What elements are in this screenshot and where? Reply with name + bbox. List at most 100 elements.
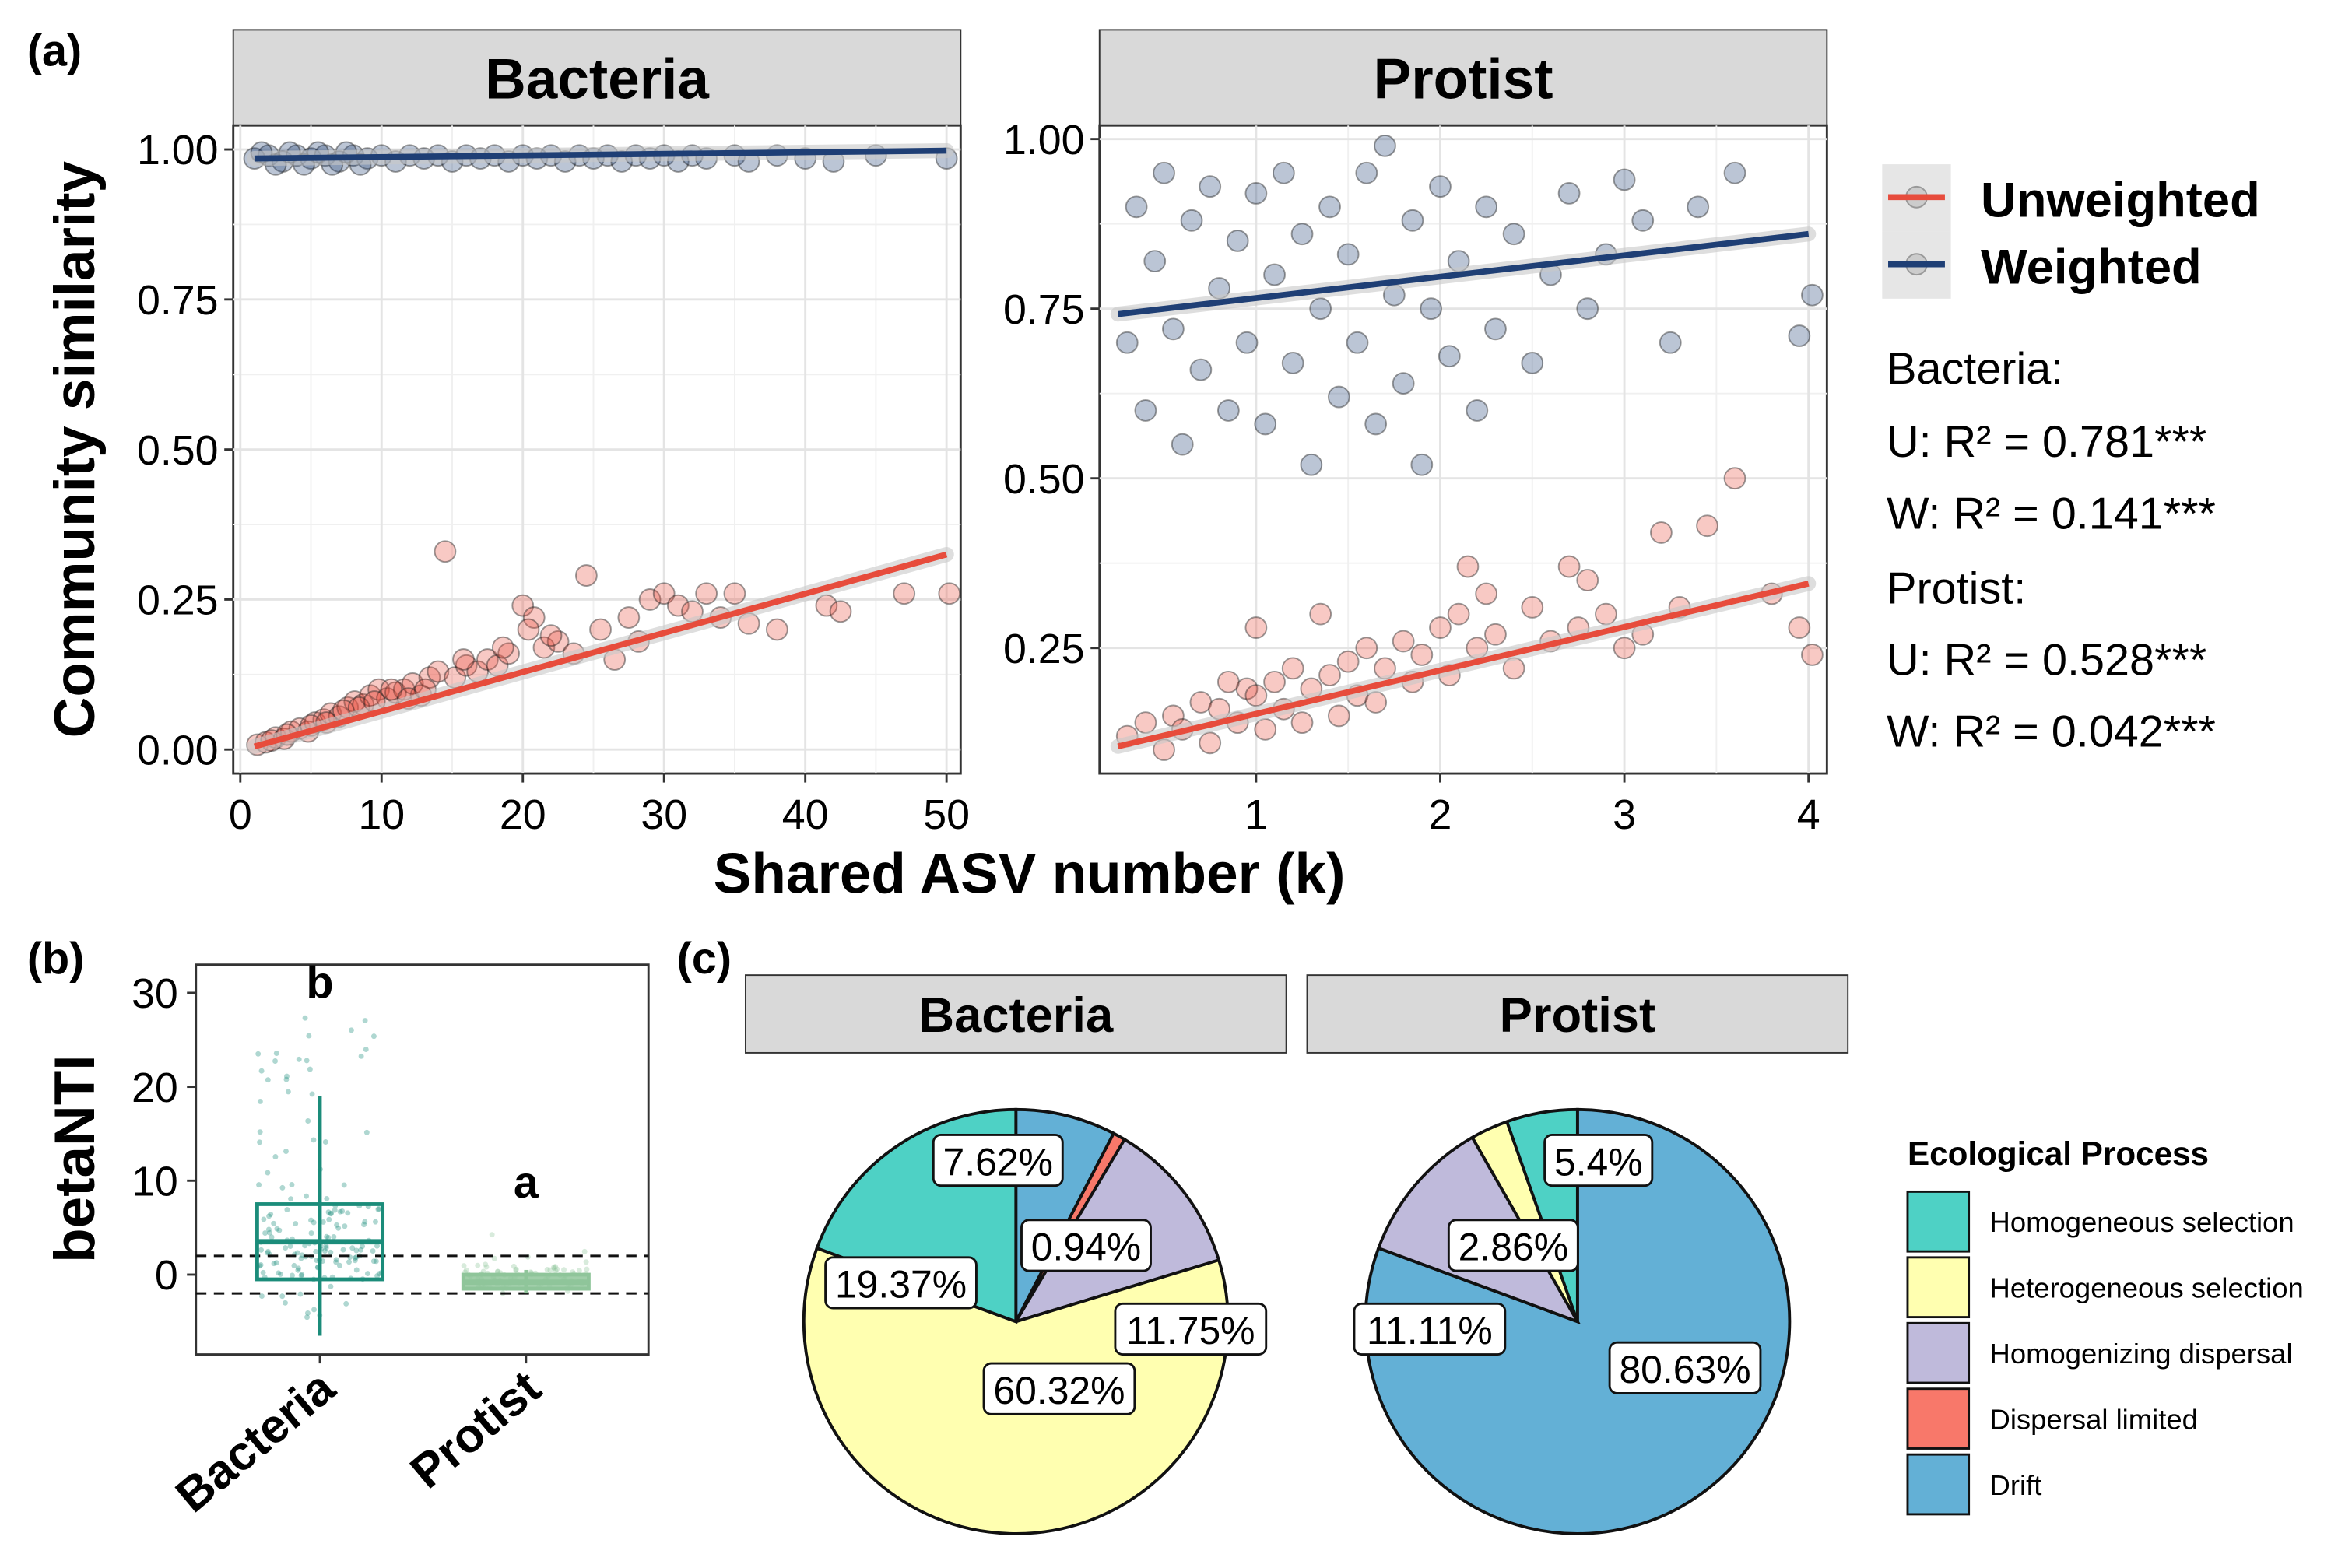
jitter-point [299,1272,305,1278]
jitter-point [332,1207,338,1213]
data-point-unweighted [1456,555,1480,578]
data-point-unweighted [1244,684,1268,707]
stats-line: Bacteria: [1887,344,2063,394]
y-axis-title-a: Community similarity [44,160,107,738]
jitter-point [272,1058,278,1064]
jitter-point [311,1307,317,1313]
jitter-point [374,1273,381,1279]
data-point-unweighted [1281,657,1304,680]
jitter-point [284,1073,290,1079]
jitter-point [345,1210,351,1216]
x-ticks: 0 10 20 30 40 50 [229,773,970,838]
jitter-point [314,1258,320,1263]
x-tick-label: 1 [1244,791,1268,838]
y-tick-label: 0.25 [137,577,219,624]
jitter-point [583,1259,589,1265]
jitter-point [370,1248,376,1254]
x-tick-label: 0 [229,791,252,838]
jitter-point [461,1263,467,1269]
jitter-point [297,1291,304,1297]
jitter-point [331,1233,337,1240]
jitter-point [328,1211,334,1217]
fit-line-unweighted [253,551,948,750]
jitter-point [296,1056,302,1062]
data-point-unweighted [522,606,546,629]
jitter-point [337,1208,343,1215]
jitter-point [342,1223,348,1229]
jitter-point [326,1216,332,1222]
data-point-weighted [1355,161,1378,184]
legend-label: Heterogeneous selection [1990,1272,2304,1304]
pie-slice [1364,1107,1792,1535]
legend-swatch [1906,1190,1971,1253]
data-point-weighted [1484,317,1507,341]
data-point-unweighted [638,588,662,611]
plot-bg [1098,124,1828,775]
jitter-point [306,1033,312,1039]
data-point-unweighted [455,654,478,677]
y-tick-label: 0.25 [1003,626,1085,672]
jitter-point [513,1267,519,1273]
jitter-point [328,1249,334,1255]
y-tick-label: 0 [155,1252,178,1299]
jitter-point [362,1018,368,1023]
data-point-unweighted [723,582,746,605]
data-point-weighted [1420,297,1443,321]
data-point-unweighted [1290,711,1314,735]
jitter-point [266,1213,272,1219]
data-point-unweighted [511,594,535,617]
jitter-point [304,1058,310,1064]
data-point-unweighted [1244,616,1268,639]
x-tick-label: 30 [641,791,687,838]
data-point-weighted [1290,223,1314,246]
jitter-point [475,1262,481,1268]
slice-label-box [1447,1219,1579,1272]
data-point-unweighted [476,648,499,671]
data-point-unweighted [1235,677,1259,700]
y-axis-title-b: betaNTI [44,1055,107,1263]
fit-lines [1110,226,1817,754]
jitter-point [288,1196,294,1202]
slice-label: 2.86% [1459,1226,1568,1269]
jitter-point [358,1247,364,1253]
data-point-unweighted [1189,691,1213,714]
slice-label: 80.63% [1619,1348,1750,1391]
data-point-unweighted [1254,717,1277,741]
jitter-point [339,1208,346,1214]
jitter-point [370,1258,377,1265]
jitter-point [576,1268,582,1274]
jitter-point [271,1220,277,1226]
data-point-unweighted [617,606,641,629]
jitter-point [294,1250,300,1256]
data-point-unweighted [434,540,457,563]
data-point-weighted [1346,331,1369,354]
jitter-point [265,1077,271,1083]
jitter-point [553,1268,559,1274]
jitter-point [581,1248,588,1254]
data-point-weighted [1429,175,1452,198]
data-point-weighted [1134,399,1157,422]
jitter-point [363,1129,370,1135]
legend-swatch [1906,1453,1971,1516]
jitter-point [358,1053,364,1059]
jitter-point [273,1260,279,1266]
data-point-unweighted [1318,664,1341,687]
legend-label: Dispersal limited [1990,1404,2198,1436]
jitter-point [296,1265,301,1272]
data-point-unweighted [893,582,916,605]
data-point-weighted [1687,195,1710,219]
jitter-point [551,1265,557,1272]
data-point-unweighted [546,630,570,653]
jitter-point [333,1257,339,1263]
data-point-weighted [1143,250,1167,273]
x-tick-label: 3 [1613,791,1636,838]
jitter-point [260,1269,266,1275]
data-point-unweighted [1723,467,1746,490]
slice-label-box [1353,1302,1507,1356]
data-point-unweighted [427,660,450,683]
data-point-unweighted [1429,616,1452,639]
data-point-weighted [1318,195,1341,219]
slice-label-box [1114,1302,1268,1356]
data-point-weighted [1788,324,1811,347]
pie-bacteria: 7.62% 0.94% 11.75%60.32% 19.37% [802,1107,1268,1535]
